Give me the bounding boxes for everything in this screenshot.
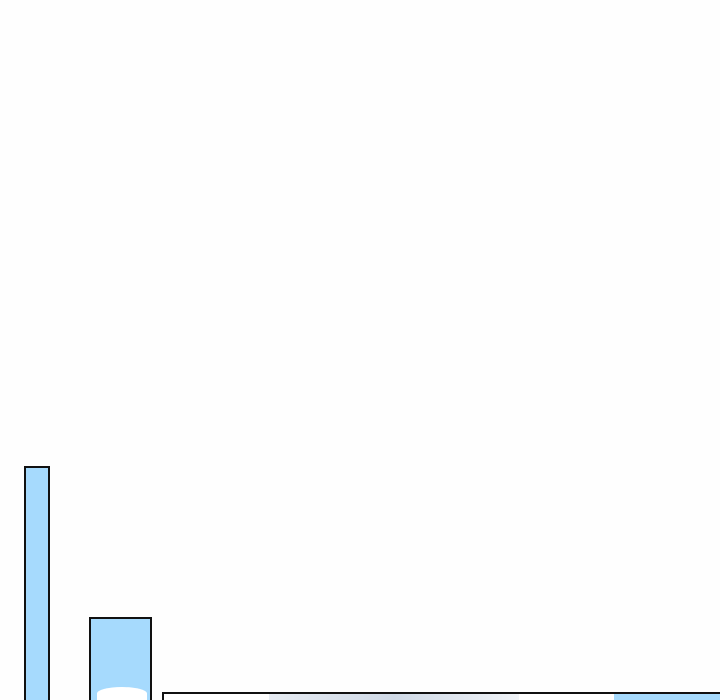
comic-panel-sky: [89, 617, 152, 700]
panel-art-gray: [269, 694, 519, 700]
comic-panel-narrow: [24, 466, 50, 700]
comic-panel-wide: [162, 692, 720, 700]
cloud: [97, 687, 147, 700]
panel-art-sky: [614, 694, 720, 700]
